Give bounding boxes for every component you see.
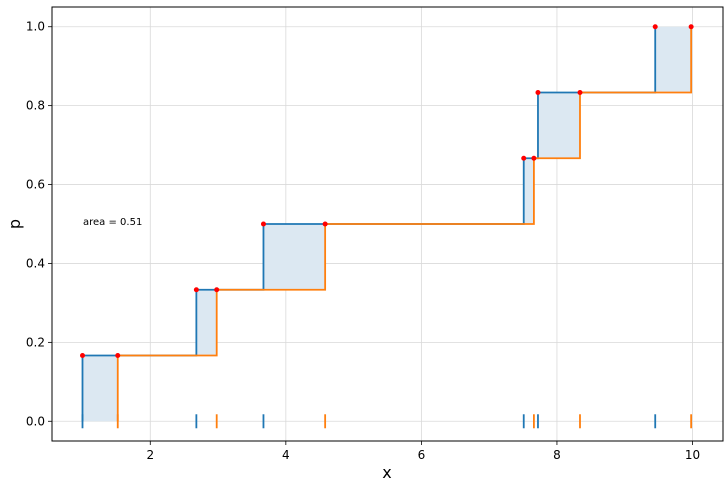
area-segment bbox=[196, 289, 217, 356]
data-point bbox=[577, 89, 583, 95]
area-segment bbox=[523, 158, 534, 224]
area-segment bbox=[82, 355, 118, 422]
annotation-label: area = 0.51 bbox=[83, 217, 142, 228]
y-tick-label: 0.8 bbox=[26, 99, 45, 113]
x-axis-title: x bbox=[382, 463, 391, 482]
area-segment bbox=[537, 92, 580, 159]
x-tick-label: 10 bbox=[685, 448, 700, 462]
plot-frame bbox=[51, 6, 724, 442]
axis-ticks: 2 4 6 8 10 0.0 0.2 0.4 0.6 0.8 1.0 bbox=[26, 20, 700, 462]
y-tick-label: 0.0 bbox=[26, 414, 45, 428]
data-point bbox=[652, 24, 658, 30]
area-segment bbox=[263, 224, 326, 290]
step-line bbox=[116, 26, 693, 422]
y-tick-label: 0.4 bbox=[26, 256, 45, 270]
step-lines bbox=[81, 26, 693, 422]
data-point bbox=[115, 353, 121, 359]
highlight-points bbox=[80, 24, 694, 359]
y-tick-label: 1.0 bbox=[26, 20, 45, 34]
data-point bbox=[193, 287, 199, 293]
rug-marks bbox=[81, 414, 693, 429]
data-point bbox=[535, 89, 541, 95]
x-tick-label: 8 bbox=[553, 448, 561, 462]
y-axis-title: p bbox=[5, 219, 24, 229]
data-point bbox=[80, 353, 85, 359]
x-tick-label: 6 bbox=[418, 448, 426, 462]
data-point bbox=[688, 24, 694, 30]
area-fill bbox=[82, 26, 692, 422]
data-point bbox=[322, 221, 328, 227]
x-tick-label: 4 bbox=[282, 448, 290, 462]
data-point bbox=[214, 287, 220, 293]
area-segment bbox=[655, 26, 692, 93]
x-tick-label: 2 bbox=[146, 448, 154, 462]
y-tick-label: 0.2 bbox=[26, 335, 45, 349]
data-point bbox=[531, 155, 537, 161]
data-point bbox=[521, 155, 527, 161]
data-point bbox=[260, 221, 266, 227]
y-tick-label: 0.6 bbox=[26, 178, 45, 192]
